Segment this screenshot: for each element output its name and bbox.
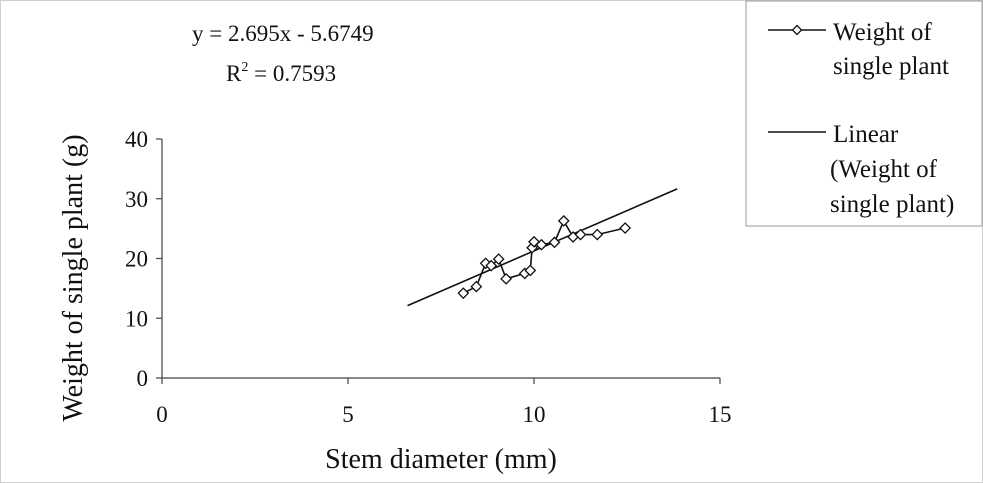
x-tick-label: 5 [342,402,354,427]
data-point [492,253,505,266]
data-point [557,214,570,227]
x-tick-label: 10 [523,402,546,427]
legend-label-linear: Linear [833,121,899,148]
data-point [548,236,561,249]
y-tick-label: 20 [125,247,148,272]
y-axis-title: Weight of single plant (g) [58,134,89,421]
y-tick-label: 10 [125,306,148,331]
data-point [619,222,632,234]
x-tick-label: 0 [156,402,168,427]
data-point [457,287,470,300]
legend-marker-weight [791,24,803,36]
y-tick-label: 30 [125,187,148,212]
legend-label-weight: single plant [833,53,949,80]
data-point [485,259,498,272]
legend-label-linear: single plant) [830,191,954,218]
trendline-equation: y = 2.695x - 5.6749 [192,21,374,46]
data-series-layer [457,214,632,300]
legend-label-linear: (Weight of [830,156,938,183]
r-squared-label: R2 = 0.7593 [226,60,336,86]
y-tick-label: 0 [137,366,149,391]
tick-labels: 0 10 20 30 40 0 5 10 15 [125,127,732,427]
data-point [524,264,537,277]
data-point [500,272,513,285]
data-point [591,228,604,241]
legend-label-weight: Weight of [833,19,932,46]
r-squared-superscript: 2 [241,60,248,75]
x-axis-title: Stem diameter (mm) [325,444,557,475]
legend-box [745,0,983,227]
y-tick-label: 40 [125,127,148,152]
data-point [574,228,587,241]
axes [156,138,721,384]
r-squared-r: R [226,61,242,86]
data-point [535,238,548,251]
series-line [462,219,626,294]
legend: Weight of single plant Linear (Weight of sin… [768,19,954,218]
data-point [470,280,483,293]
r-squared-value: = 0.7593 [248,61,336,86]
x-tick-label: 15 [709,402,732,427]
